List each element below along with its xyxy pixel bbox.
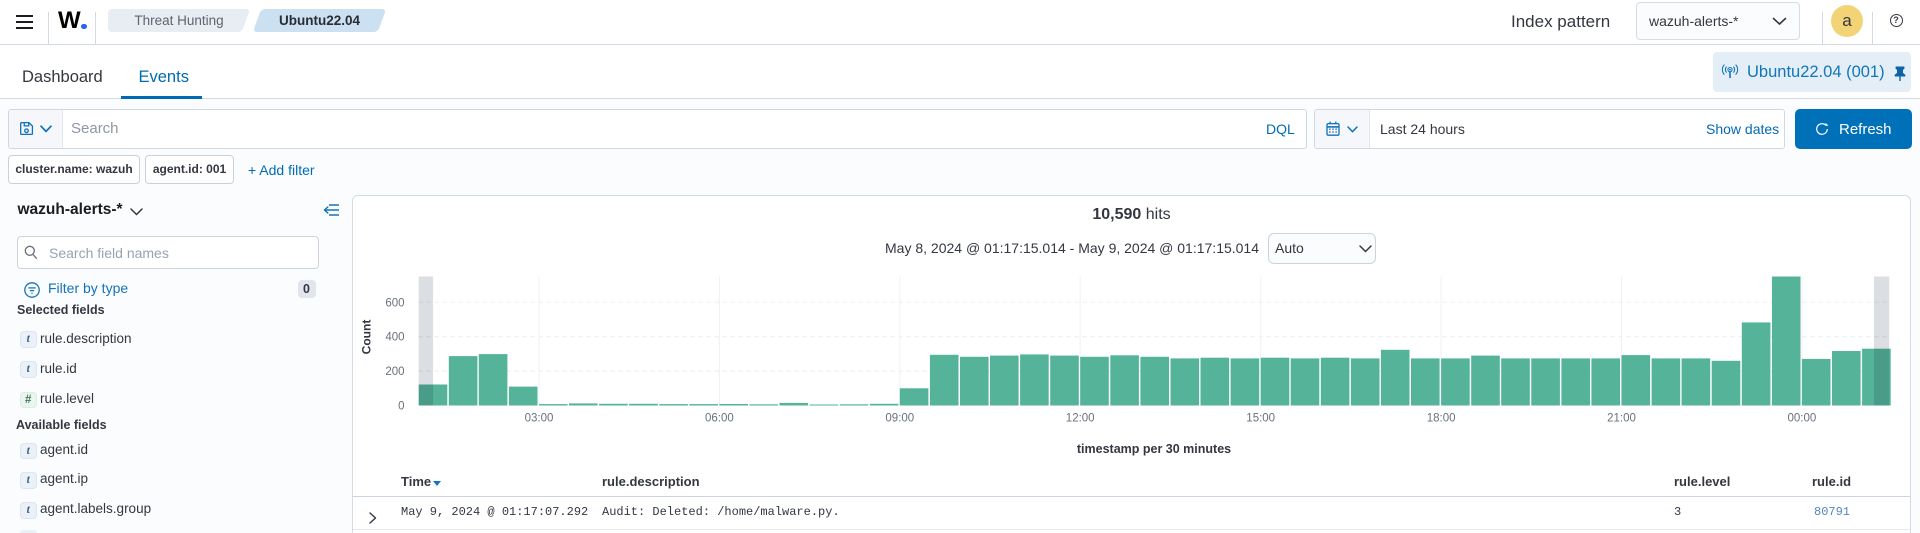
svg-text:600: 600 (385, 297, 404, 309)
svg-text:18:00: 18:00 (1427, 413, 1456, 425)
svg-text:timestamp per 30 minutes: timestamp per 30 minutes (1077, 442, 1231, 456)
svg-text:15:00: 15:00 (1246, 413, 1275, 425)
svg-text:200: 200 (385, 366, 404, 378)
svg-text:Count: Count (360, 320, 374, 355)
svg-text:0: 0 (398, 401, 404, 413)
svg-text:00:00: 00:00 (1788, 413, 1817, 425)
svg-text:03:00: 03:00 (525, 413, 554, 425)
svg-text:09:00: 09:00 (885, 413, 914, 425)
svg-text:400: 400 (385, 332, 404, 344)
svg-text:12:00: 12:00 (1066, 413, 1095, 425)
svg-text:21:00: 21:00 (1607, 413, 1636, 425)
svg-text:06:00: 06:00 (705, 413, 734, 425)
